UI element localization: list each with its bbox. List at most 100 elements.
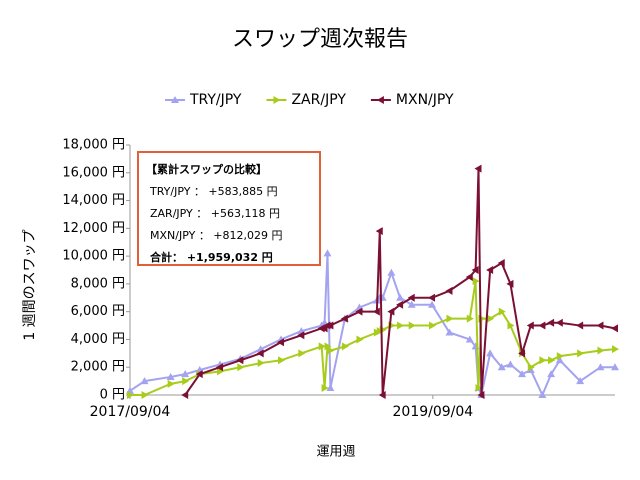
annotation-line: ZAR/JPY ： +563,118 円 [150, 207, 280, 220]
marker [327, 346, 335, 355]
marker [236, 356, 244, 365]
marker [445, 328, 454, 336]
y-tick-label: 4,000 円 [71, 332, 125, 347]
y-tick-label: 16,000 円 [62, 165, 125, 180]
marker [181, 391, 189, 399]
marker [466, 314, 474, 323]
marker [318, 342, 326, 351]
marker [397, 321, 405, 330]
marker [356, 335, 364, 344]
marker [518, 349, 526, 358]
marker [471, 266, 479, 274]
marker [576, 377, 585, 385]
marker [217, 367, 225, 376]
annotation-line: MXN/JPY ： +812,029 円 [150, 229, 283, 242]
marker [216, 363, 224, 372]
marker [506, 279, 514, 288]
marker [465, 335, 474, 343]
marker [472, 277, 480, 286]
marker [277, 338, 285, 347]
marker [518, 370, 527, 378]
marker [127, 391, 134, 399]
legend-label: TRY/JPY [189, 92, 242, 108]
annotation-title: 【累計スワップの比較】 [146, 162, 267, 176]
y-axis-title: 1 週間のスワップ [22, 229, 38, 340]
marker [297, 331, 305, 340]
x-tick-label: 2017/09/04 [90, 404, 171, 420]
y-tick-label: 12,000 円 [62, 221, 125, 236]
marker [611, 363, 619, 371]
marker [428, 300, 437, 308]
marker [182, 377, 190, 386]
marker [378, 391, 386, 399]
x-tick-label: 2019/09/04 [393, 404, 474, 420]
y-tick-label: 8,000 円 [71, 276, 125, 291]
marker [340, 314, 348, 323]
y-tick-label: 2,000 円 [71, 360, 125, 375]
marker [497, 363, 506, 371]
x-axis-title: 運用週 [316, 445, 355, 460]
marker [237, 363, 245, 372]
marker [446, 314, 454, 323]
marker [548, 356, 556, 365]
marker [597, 346, 605, 355]
marker [355, 307, 363, 316]
marker [477, 391, 485, 399]
marker [323, 249, 332, 257]
marker [273, 96, 281, 104]
marker [596, 321, 604, 330]
marker [195, 370, 203, 379]
marker [576, 321, 584, 330]
marker [547, 318, 555, 327]
marker [167, 379, 175, 388]
marker [372, 307, 380, 316]
marker [375, 227, 383, 236]
marker [324, 342, 332, 351]
marker [387, 268, 396, 276]
marker [428, 293, 436, 302]
marker [486, 266, 494, 274]
marker [596, 363, 605, 371]
marker [611, 324, 618, 333]
marker [497, 259, 505, 268]
marker [341, 342, 349, 351]
marker [387, 307, 395, 316]
marker [171, 96, 179, 103]
marker [326, 321, 334, 330]
marker [141, 391, 149, 399]
y-tick-label: 0 円 [100, 388, 125, 403]
legend-label: MXN/JPY [396, 92, 454, 108]
marker [376, 96, 384, 104]
marker [166, 372, 175, 380]
marker [577, 349, 585, 358]
marker [486, 349, 495, 357]
marker [298, 349, 306, 358]
marker [474, 164, 482, 173]
marker [408, 321, 416, 330]
marker [498, 307, 506, 316]
marker [321, 384, 329, 393]
y-tick-label: 14,000 円 [62, 193, 125, 208]
marker [539, 356, 547, 365]
marker [407, 293, 415, 302]
marker [547, 370, 556, 378]
marker [475, 384, 483, 393]
marker [555, 356, 564, 364]
y-tick-label: 18,000 円 [62, 138, 125, 153]
marker [612, 345, 619, 354]
marker [278, 356, 286, 365]
y-tick-label: 6,000 円 [71, 304, 125, 319]
marker [445, 286, 453, 295]
marker [429, 321, 437, 330]
marker [396, 293, 405, 301]
marker [507, 321, 515, 330]
marker [465, 272, 473, 281]
marker [538, 391, 547, 398]
marker [181, 370, 190, 378]
annotation-line: TRY/JPY ： +583,885 円 [149, 185, 278, 198]
marker [396, 300, 404, 309]
marker [140, 377, 149, 385]
annotation-total: 合計： +1,959,032 円 [150, 250, 273, 264]
marker [407, 300, 416, 308]
legend-label: ZAR/JPY [291, 92, 346, 108]
